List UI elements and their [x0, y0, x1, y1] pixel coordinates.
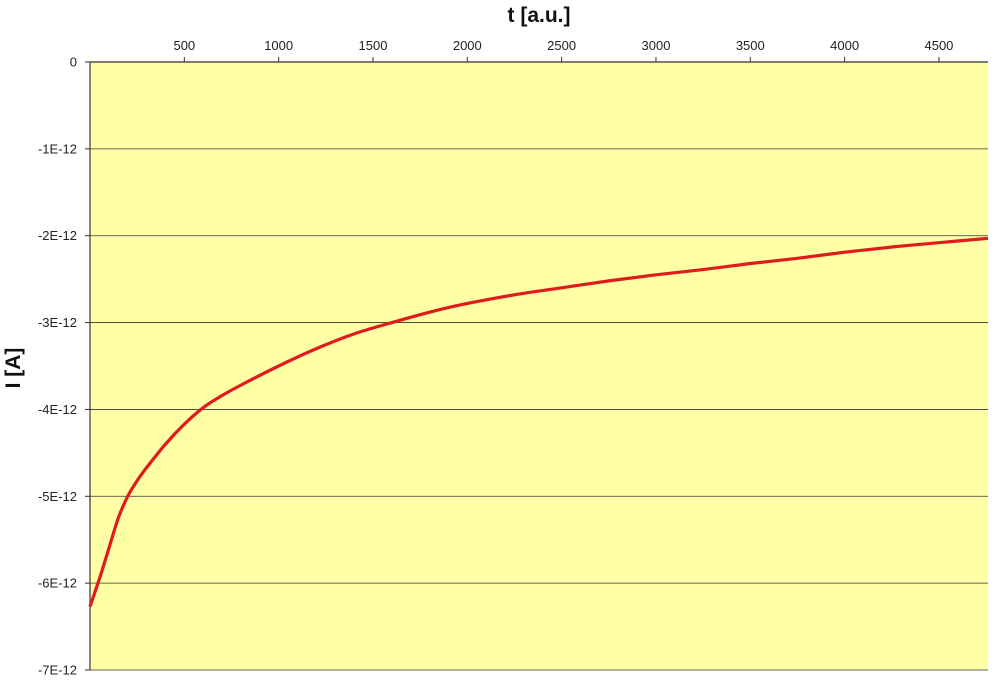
grid-lines — [90, 61, 988, 671]
y-tick-label: -1E-12 — [38, 141, 77, 156]
x-tick-label: 500 — [173, 38, 195, 53]
x-tick-label: 2000 — [453, 38, 482, 53]
y-tick-label: 0 — [70, 55, 77, 70]
series-line — [88, 236, 989, 608]
y-tick-label: -6E-12 — [38, 576, 77, 591]
y-tick-label: -2E-12 — [38, 228, 77, 243]
y-tick-label: -7E-12 — [38, 663, 77, 678]
x-tick-label: 1500 — [359, 38, 388, 53]
y-tick-label: -3E-12 — [38, 315, 77, 330]
x-axis-ticks: 500 1000 1500 2000 2500 3000 3500 4000 4500 — [173, 38, 953, 62]
x-tick-label: 3500 — [736, 38, 765, 53]
x-tick-label: 3000 — [642, 38, 671, 53]
y-tick-label: -5E-12 — [38, 489, 77, 504]
y-axis-ticks: 0 -1E-12 -2E-12 -3E-12 -4E-12 -5E-12 -6E-12 -7E… — [38, 55, 90, 678]
x-tick-label: 1000 — [264, 38, 293, 53]
x-tick-label: 4000 — [830, 38, 859, 53]
x-axis-title: t [a.u.] — [508, 4, 571, 27]
plot-area — [90, 62, 988, 670]
x-tick-label: 4500 — [924, 38, 953, 53]
y-tick-label: -4E-12 — [38, 402, 77, 417]
y-axis-title: I [A] — [2, 348, 25, 389]
x-tick-label: 2500 — [547, 38, 576, 53]
